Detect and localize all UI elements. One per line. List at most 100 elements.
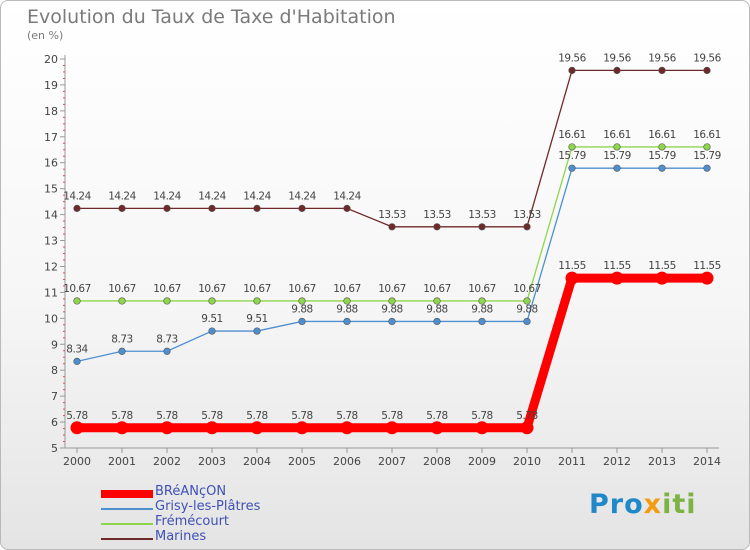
x-tick-label: 2001 <box>108 455 136 468</box>
data-point <box>703 143 711 151</box>
data-label: 13.53 <box>378 209 406 221</box>
data-label: 19.56 <box>558 52 586 64</box>
data-label: 9.88 <box>336 303 357 315</box>
x-tick-label: 2007 <box>378 455 406 468</box>
data-label: 10.67 <box>468 283 496 295</box>
data-point <box>115 421 129 435</box>
data-point <box>250 421 264 435</box>
data-label: 10.67 <box>378 283 406 295</box>
y-minor-tick <box>63 194 65 196</box>
data-point <box>340 421 354 435</box>
y-minor-tick <box>63 149 65 151</box>
x-tick-label: 2010 <box>513 455 541 468</box>
y-minor-tick <box>63 356 65 358</box>
y-minor-tick <box>63 71 65 73</box>
data-point <box>298 317 306 326</box>
y-minor-tick <box>63 175 65 177</box>
data-label: 10.67 <box>243 283 271 295</box>
data-point <box>655 271 669 285</box>
data-point <box>478 223 486 231</box>
data-point <box>343 317 351 326</box>
data-label: 15.79 <box>558 150 586 162</box>
y-tick-label: 17 <box>44 131 58 144</box>
x-tick-label: 2014 <box>693 455 721 468</box>
data-label: 5.78 <box>111 410 132 422</box>
y-minor-tick <box>63 123 65 125</box>
data-label: 16.61 <box>693 129 721 141</box>
data-point <box>520 421 534 435</box>
data-label: 5.78 <box>66 410 87 422</box>
data-label: 19.56 <box>603 52 631 64</box>
y-tick-label: 16 <box>44 157 58 170</box>
chart-title: Evolution du Taux de Taxe d'Habitation <box>27 6 396 28</box>
data-label: 5.78 <box>471 410 492 422</box>
data-label: 11.55 <box>693 260 721 272</box>
y-tick-label: 7 <box>51 390 58 403</box>
x-tick-label: 2008 <box>423 455 451 468</box>
x-tick-label: 2009 <box>468 455 496 468</box>
data-point <box>658 164 666 172</box>
y-tick-label: 13 <box>44 235 58 248</box>
data-label: 8.34 <box>66 343 88 355</box>
legend-label: Frémécourt <box>155 514 230 529</box>
data-point <box>433 223 441 231</box>
data-label: 14.24 <box>198 190 226 202</box>
data-point <box>613 164 621 172</box>
y-tick-label: 9 <box>51 338 58 351</box>
y-tick-label: 10 <box>44 312 58 325</box>
data-point <box>613 143 621 151</box>
data-label: 19.56 <box>648 52 676 64</box>
data-point <box>613 66 621 75</box>
data-point <box>163 347 171 355</box>
y-tick-label: 14 <box>44 209 58 222</box>
y-tick-label: 20 <box>44 53 58 66</box>
y-minor-tick <box>63 330 65 332</box>
data-label: 5.78 <box>516 410 537 422</box>
data-point <box>568 66 576 75</box>
y-tick-label: 12 <box>44 260 58 273</box>
data-label: 5.78 <box>426 410 447 422</box>
y-minor-tick <box>63 259 65 261</box>
data-point <box>70 421 84 435</box>
y-minor-tick <box>63 304 65 306</box>
data-label: 10.67 <box>63 283 91 295</box>
y-minor-tick <box>63 434 65 436</box>
y-minor-tick <box>63 155 65 157</box>
data-label: 5.78 <box>336 410 357 422</box>
data-point <box>658 143 666 151</box>
chart-unit-label: (en %) <box>27 29 64 42</box>
y-minor-tick <box>63 201 65 203</box>
data-label: 10.67 <box>108 283 136 295</box>
legend-swatch <box>101 538 153 540</box>
data-point <box>388 317 396 326</box>
data-point <box>298 297 306 305</box>
data-point <box>253 204 261 212</box>
proxiti-logo: Proxiti <box>589 489 697 520</box>
data-point <box>343 204 351 212</box>
data-point <box>208 297 216 305</box>
data-label: 10.67 <box>423 283 451 295</box>
y-tick-label: 8 <box>51 364 58 377</box>
data-point <box>118 347 126 355</box>
y-minor-tick <box>63 253 65 254</box>
data-point <box>205 421 219 435</box>
data-label: 13.53 <box>468 209 496 221</box>
data-point <box>433 317 441 326</box>
data-label: 8.73 <box>156 333 177 345</box>
data-point <box>703 66 711 75</box>
data-label: 9.88 <box>291 303 312 315</box>
data-point <box>478 297 486 305</box>
data-label: 15.79 <box>603 150 631 162</box>
y-minor-tick <box>63 363 65 365</box>
legend-swatch <box>101 490 153 498</box>
data-label: 11.55 <box>558 260 586 272</box>
data-label: 9.88 <box>471 303 492 315</box>
y-minor-tick <box>63 168 65 170</box>
data-point <box>568 164 576 172</box>
data-point <box>73 204 81 212</box>
data-label: 10.67 <box>333 283 361 295</box>
data-label: 8.73 <box>111 333 132 345</box>
data-label: 5.78 <box>381 410 402 422</box>
data-point <box>430 421 444 435</box>
